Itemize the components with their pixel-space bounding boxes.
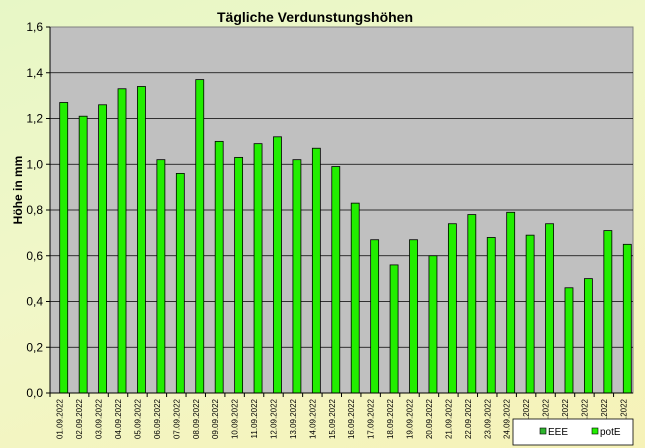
bar-pote <box>156 159 166 394</box>
x-tick-label: 19.09.2022 <box>406 398 415 439</box>
x-tick-label: 21.09.2022 <box>444 398 453 439</box>
y-tick-label: 0,8 <box>26 203 43 217</box>
bar-pote <box>292 159 302 394</box>
x-tick-label: 11.09.2022 <box>250 398 259 438</box>
legend-label-pote: potE <box>600 427 621 438</box>
bar-pote <box>59 102 69 394</box>
bar-pote <box>370 239 380 394</box>
y-tick-label: 0,2 <box>26 340 43 354</box>
bar-pote <box>564 287 574 394</box>
bar-pote <box>331 166 341 394</box>
bar-pote <box>447 223 457 394</box>
y-tick-label: 0,4 <box>26 295 43 309</box>
bar-pote <box>622 243 632 394</box>
x-tick-label: 20.09.2022 <box>425 398 434 439</box>
x-tick-label: 24.09.2022 <box>503 398 512 439</box>
bar-pote <box>389 264 399 394</box>
bar-pote <box>545 223 554 394</box>
y-tick-label: 0,6 <box>26 249 43 263</box>
x-tick-label: 01.09.2022 <box>56 398 65 439</box>
legend-box <box>512 418 634 446</box>
x-tick-label: 13.09.2022 <box>289 398 298 439</box>
bar-pote <box>137 86 146 394</box>
bar-pote <box>486 237 496 394</box>
bar-pote <box>311 147 321 394</box>
chart-title: Tägliche Verdunstungshöhen <box>217 9 413 25</box>
bar-pote <box>273 136 282 394</box>
bar-pote <box>195 79 205 394</box>
bar-pote <box>428 255 438 394</box>
bar-pote <box>409 239 418 394</box>
y-tick-label: 1,4 <box>26 66 43 80</box>
legend-label-eee: EEE <box>548 427 568 438</box>
bar-pote <box>234 156 244 394</box>
bar-pote <box>584 278 593 394</box>
x-tick-label: 12.09.2022 <box>269 398 278 439</box>
y-axis-label: Höhe in mm <box>11 156 25 225</box>
x-tick-label: 16.09.2022 <box>347 398 356 439</box>
bar-pote <box>78 115 88 394</box>
bar-pote <box>175 172 185 394</box>
x-tick-label: 02.09.2022 <box>75 398 84 439</box>
legend-swatch-pote <box>591 427 599 435</box>
bar-pote <box>506 211 516 394</box>
x-tick-label: 05.09.2022 <box>133 398 142 439</box>
x-tick-label: 06.09.2022 <box>153 398 162 439</box>
x-tick-label: 04.09.2022 <box>114 398 123 439</box>
x-tick-label: 23.09.2022 <box>483 398 492 439</box>
x-tick-label: 15.09.2022 <box>328 398 337 439</box>
bar-pote <box>603 230 613 394</box>
x-tick-label: 03.09.2022 <box>95 398 104 439</box>
y-tick-label: 0,0 <box>26 386 43 400</box>
x-tick-label: 09.09.2022 <box>211 398 220 439</box>
bar-pote <box>214 140 224 394</box>
bar-pote <box>467 214 477 394</box>
x-tick-label: 10.09.2022 <box>231 398 240 439</box>
y-tick-label: 1,2 <box>26 112 43 126</box>
legend-swatch-eee <box>539 427 547 435</box>
bar-pote <box>525 234 535 394</box>
x-tick-label: 07.09.2022 <box>172 398 181 439</box>
x-tick-label: 08.09.2022 <box>192 398 201 439</box>
y-tick-label: 1,0 <box>26 157 43 171</box>
bar-pote <box>117 88 127 394</box>
bar-pote <box>350 202 360 394</box>
bar-pote <box>98 104 107 394</box>
x-tick-label: 22.09.2022 <box>464 398 473 439</box>
bar-pote <box>253 143 263 394</box>
x-tick-label: 14.09.2022 <box>308 398 317 439</box>
x-tick-label: 17.09.2022 <box>367 398 376 439</box>
y-tick-label: 1,6 <box>26 20 43 34</box>
x-tick-label: 18.09.2022 <box>386 398 395 439</box>
legend: EEE potE <box>512 418 634 446</box>
gridlines <box>50 72 633 348</box>
